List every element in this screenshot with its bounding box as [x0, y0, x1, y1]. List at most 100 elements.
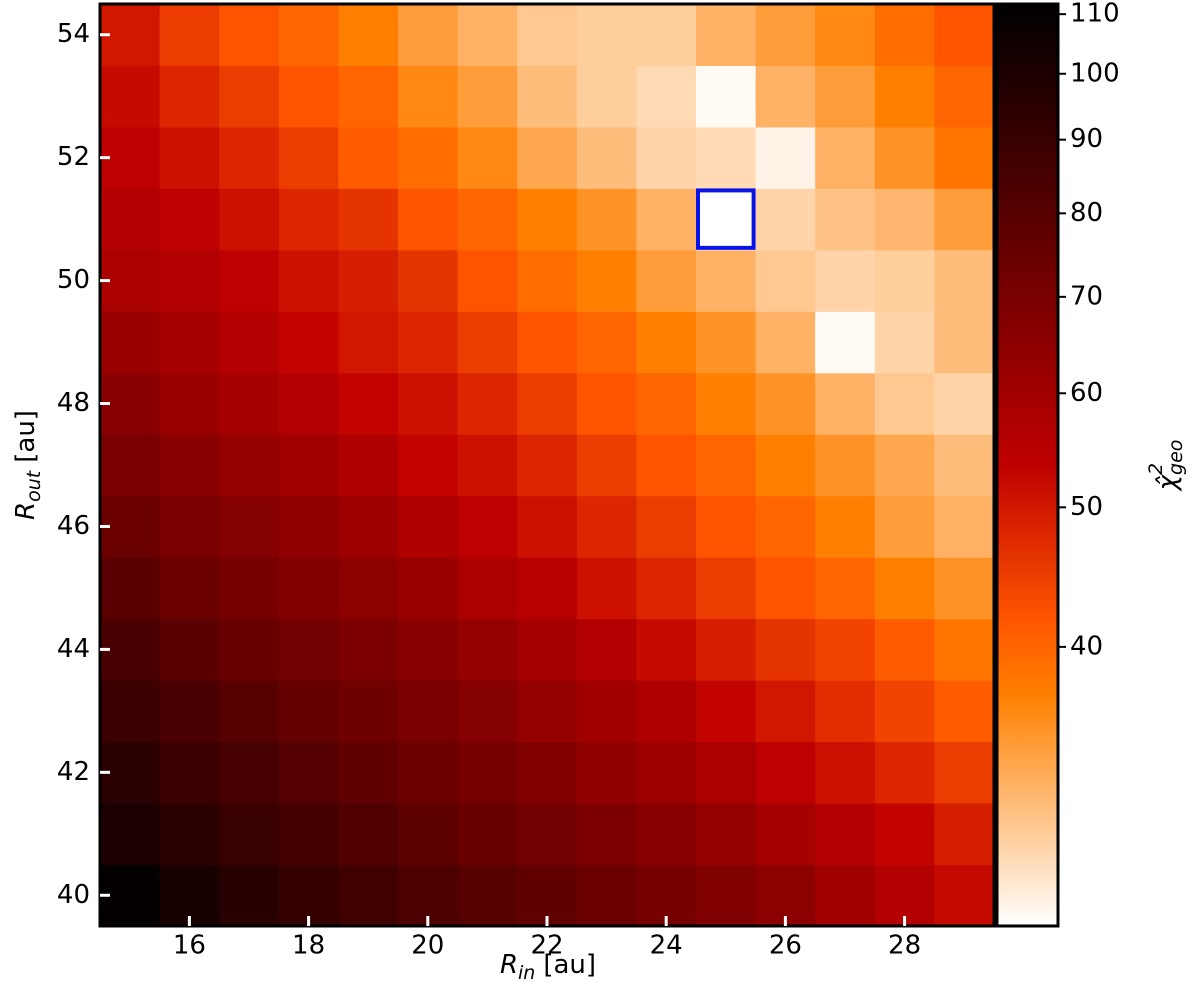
- heat-cell: [934, 557, 995, 620]
- heat-cell: [696, 741, 757, 804]
- heat-cell: [100, 803, 161, 866]
- y-tick-label: 54: [57, 19, 90, 49]
- heat-cell: [696, 372, 757, 435]
- heat-cell: [159, 803, 220, 866]
- heat-cell: [398, 65, 459, 128]
- x-tick-label: 18: [292, 931, 325, 961]
- heat-cell: [457, 618, 518, 681]
- heat-cell: [636, 65, 697, 128]
- heat-cell: [100, 126, 161, 189]
- heat-cell: [815, 188, 876, 251]
- heat-cell: [219, 372, 280, 435]
- heat-cell: [636, 4, 697, 66]
- heat-cell: [457, 4, 518, 66]
- heat-cell: [755, 680, 816, 743]
- heat-cell: [278, 803, 339, 866]
- x-tick-label: 24: [650, 931, 683, 961]
- colorbar-label: χ̂2geo: [1145, 440, 1187, 493]
- heat-cell: [100, 741, 161, 804]
- heat-cell: [338, 311, 399, 374]
- heat-cell: [219, 495, 280, 558]
- heat-cell: [576, 495, 637, 558]
- heat-cell: [874, 434, 935, 497]
- heat-cell: [100, 65, 161, 128]
- heat-cell: [934, 741, 995, 804]
- heat-cell: [815, 618, 876, 681]
- heat-cell: [934, 188, 995, 251]
- heat-cell: [457, 126, 518, 189]
- heat-cell: [696, 126, 757, 189]
- heat-cell: [517, 680, 578, 743]
- heat-cell: [398, 557, 459, 620]
- heat-cell: [576, 4, 637, 66]
- heat-cell: [576, 618, 637, 681]
- heat-cell: [338, 65, 399, 128]
- heat-cell: [278, 311, 339, 374]
- heat-cell: [338, 495, 399, 558]
- heat-cell: [576, 557, 637, 620]
- heat-cell: [636, 372, 697, 435]
- heat-cell: [100, 249, 161, 312]
- heat-cell: [457, 311, 518, 374]
- heat-cell: [338, 680, 399, 743]
- heat-cell: [159, 557, 220, 620]
- heat-cell: [398, 126, 459, 189]
- heat-cell: [338, 372, 399, 435]
- colorbar: [995, 2, 1060, 928]
- heat-cell: [755, 188, 816, 251]
- heat-cell: [696, 803, 757, 866]
- heat-cell: [517, 434, 578, 497]
- heat-cell: [278, 188, 339, 251]
- heat-cell: [576, 372, 637, 435]
- heat-cell: [100, 495, 161, 558]
- heat-cell: [278, 65, 339, 128]
- heat-cell: [219, 680, 280, 743]
- y-tick-label: 40: [57, 880, 90, 910]
- heat-cell: [576, 741, 637, 804]
- heat-cell: [874, 557, 935, 620]
- heat-cell: [576, 249, 637, 312]
- heat-cell: [934, 434, 995, 497]
- y-label-subscript: out: [23, 469, 45, 502]
- heat-cell: [398, 803, 459, 866]
- heat-cell: [278, 434, 339, 497]
- heat-cell: [815, 803, 876, 866]
- heat-cell: [398, 434, 459, 497]
- heat-cell: [219, 311, 280, 374]
- heat-cell: [874, 495, 935, 558]
- heat-cell: [219, 65, 280, 128]
- heat-cell: [100, 864, 161, 927]
- heat-cell: [517, 126, 578, 189]
- heat-cell: [934, 126, 995, 189]
- heat-cell: [636, 311, 697, 374]
- heat-cell: [278, 557, 339, 620]
- heat-cell: [636, 803, 697, 866]
- heat-cell: [636, 741, 697, 804]
- heat-cell: [457, 434, 518, 497]
- heat-cell: [338, 741, 399, 804]
- y-tick-label: 50: [57, 265, 90, 295]
- heat-cell: [159, 741, 220, 804]
- heat-cell: [696, 864, 757, 927]
- heat-cell: [636, 557, 697, 620]
- heat-cell: [159, 372, 220, 435]
- heat-cell: [517, 4, 578, 66]
- heat-cell: [100, 372, 161, 435]
- heat-cell: [874, 249, 935, 312]
- heat-cell: [815, 126, 876, 189]
- heat-cell: [874, 4, 935, 66]
- heat-cell: [576, 311, 637, 374]
- heat-cell: [874, 372, 935, 435]
- heat-cell: [100, 311, 161, 374]
- heat-cell: [457, 741, 518, 804]
- heat-cell: [219, 188, 280, 251]
- heat-cell: [278, 249, 339, 312]
- heat-cell: [338, 249, 399, 312]
- heat-cell: [934, 372, 995, 435]
- heat-cell: [338, 434, 399, 497]
- heat-cell: [278, 495, 339, 558]
- heat-cell: [815, 65, 876, 128]
- heat-cell: [755, 65, 816, 128]
- heat-cell: [398, 188, 459, 251]
- heat-cell: [219, 741, 280, 804]
